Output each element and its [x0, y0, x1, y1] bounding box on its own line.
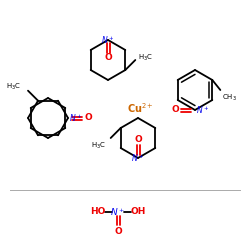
- Text: O: O: [104, 54, 112, 62]
- Text: HO: HO: [90, 208, 106, 216]
- Text: H$_3$C: H$_3$C: [91, 141, 106, 151]
- Text: $N^+$: $N^+$: [110, 206, 126, 218]
- Text: H$_3$C: H$_3$C: [6, 82, 22, 92]
- Text: O: O: [84, 114, 92, 122]
- Text: O: O: [171, 106, 179, 114]
- Text: O: O: [114, 228, 122, 236]
- Text: $N^+$: $N^+$: [131, 152, 145, 164]
- Text: H$_3$C: H$_3$C: [138, 53, 153, 63]
- Text: $N^+$: $N^+$: [69, 112, 82, 124]
- Text: Cu$^{2+}$: Cu$^{2+}$: [127, 101, 153, 115]
- Text: OH: OH: [130, 208, 146, 216]
- Text: CH$_3$: CH$_3$: [222, 93, 237, 103]
- Text: O: O: [134, 136, 142, 144]
- Text: $N^+$: $N^+$: [196, 104, 209, 116]
- Text: $N^+$: $N^+$: [101, 34, 115, 46]
